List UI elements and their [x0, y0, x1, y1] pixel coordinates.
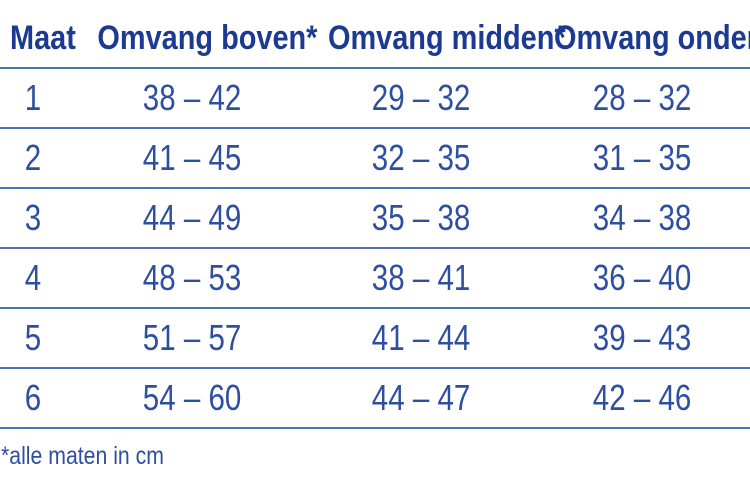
range-cell: 32 – 35: [307, 128, 535, 189]
range-cell: 36 – 40: [535, 248, 750, 309]
range-value: 38 – 41: [371, 257, 471, 298]
range-value: 44 – 49: [143, 197, 242, 238]
table-row: 2 41 – 45 32 – 35 31 – 35: [0, 128, 750, 189]
range-cell: 51 – 57: [78, 308, 307, 369]
range-value: 38 – 42: [143, 77, 242, 118]
range-cell: 35 – 38: [307, 188, 535, 249]
table-row: 1 38 – 42 29 – 32 28 – 32: [0, 68, 750, 129]
size-cell: 4: [0, 248, 78, 309]
column-header-label: Maat: [10, 19, 76, 57]
size-value: 5: [25, 317, 42, 358]
range-cell: 54 – 60: [78, 368, 307, 429]
range-cell: 44 – 49: [78, 188, 307, 249]
footnote: *alle maten in cm: [0, 443, 750, 469]
column-header-omvang-boven: Omvang boven*: [78, 0, 317, 69]
range-value: 31 – 35: [593, 137, 692, 178]
range-value: 44 – 47: [371, 377, 471, 418]
size-value: 2: [25, 137, 42, 178]
range-value: 35 – 38: [371, 197, 471, 238]
size-table: Maat Omvang boven* Omvang midden* Omvang…: [0, 0, 750, 429]
size-cell: 2: [0, 128, 78, 189]
range-cell: 29 – 32: [307, 68, 535, 129]
range-value: 48 – 53: [143, 257, 242, 298]
range-cell: 48 – 53: [78, 248, 307, 309]
size-cell: 6: [0, 368, 78, 429]
table-row: 6 54 – 60 44 – 47 42 – 46: [0, 368, 750, 429]
table-row: 5 51 – 57 41 – 44 39 – 43: [0, 308, 750, 369]
size-cell: 5: [0, 308, 78, 369]
table-row: 3 44 – 49 35 – 38 34 – 38: [0, 188, 750, 249]
range-value: 36 – 40: [593, 257, 692, 298]
range-cell: 42 – 46: [535, 368, 750, 429]
range-cell: 34 – 38: [535, 188, 750, 249]
range-cell: 31 – 35: [535, 128, 750, 189]
footnote-text: *alle maten in cm: [1, 442, 164, 470]
range-cell: 39 – 43: [535, 308, 750, 369]
header-row: Maat Omvang boven* Omvang midden* Omvang…: [0, 0, 750, 69]
range-value: 39 – 43: [593, 317, 692, 358]
size-value: 1: [25, 77, 42, 118]
range-value: 28 – 32: [593, 77, 692, 118]
column-header-omvang-onder: Omvang onder*: [535, 0, 750, 69]
range-cell: 41 – 45: [78, 128, 307, 189]
range-value: 42 – 46: [593, 377, 692, 418]
size-value: 3: [25, 197, 42, 238]
size-value: 4: [25, 257, 42, 298]
column-header-label: Omvang onder*: [553, 19, 750, 57]
range-value: 29 – 32: [371, 77, 471, 118]
range-value: 41 – 45: [143, 137, 242, 178]
column-header-maat: Maat: [0, 0, 78, 69]
range-cell: 28 – 32: [535, 68, 750, 129]
range-value: 41 – 44: [371, 317, 471, 358]
column-header-label: Omvang boven*: [97, 19, 318, 57]
range-cell: 38 – 42: [78, 68, 307, 129]
size-cell: 1: [0, 68, 78, 129]
range-cell: 44 – 47: [307, 368, 535, 429]
size-cell: 3: [0, 188, 78, 249]
column-header-omvang-midden: Omvang midden*: [307, 0, 566, 69]
range-value: 34 – 38: [593, 197, 692, 238]
range-value: 32 – 35: [371, 137, 471, 178]
range-cell: 38 – 41: [307, 248, 535, 309]
range-cell: 41 – 44: [307, 308, 535, 369]
range-value: 51 – 57: [143, 317, 242, 358]
column-header-label: Omvang midden*: [327, 19, 566, 57]
range-value: 54 – 60: [143, 377, 242, 418]
table-row: 4 48 – 53 38 – 41 36 – 40: [0, 248, 750, 309]
size-value: 6: [25, 377, 42, 418]
